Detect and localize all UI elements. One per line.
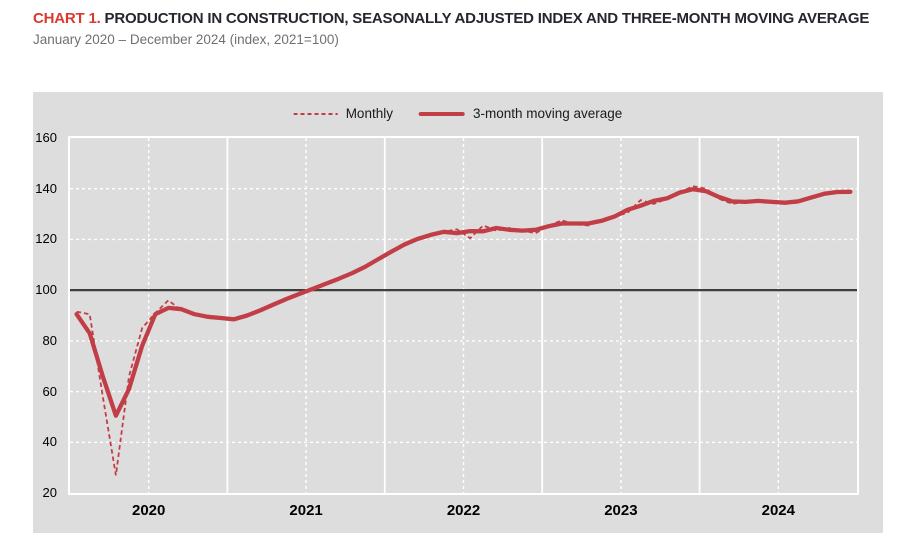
y-axis-tick-label: 60	[42, 383, 57, 399]
moving-average-series-line	[74, 187, 853, 418]
y-axis-tick-label: 140	[35, 180, 57, 196]
chart-legend: Monthly 3-month moving average	[293, 106, 623, 121]
x-axis-year-label: 2023	[604, 502, 638, 519]
y-axis-tick-label: 80	[42, 332, 57, 348]
chart-panel: Monthly 3-month moving average 20 40 60 80 1…	[33, 92, 883, 533]
y-axis-tick-label: 40	[42, 434, 57, 450]
legend-monthly-label: Monthly	[345, 106, 393, 121]
x-axis-year-label: 2022	[446, 502, 481, 519]
chart-title: PRODUCTION IN CONSTRUCTION, SEASONALLY A…	[104, 10, 870, 27]
x-axis-year-label: 2021	[289, 502, 323, 519]
dashed-line-sample-icon	[293, 112, 338, 115]
y-axis-tick-label: 100	[35, 282, 57, 298]
y-axis-tick-label: 120	[35, 231, 57, 247]
chart-header: CHART 1. PRODUCTION IN CONSTRUCTION, SEA…	[33, 10, 883, 48]
y-axis-tick-label: 20	[42, 485, 57, 500]
legend-moving-average-label: 3-month moving average	[472, 106, 623, 121]
x-axis-year-label: 2024	[761, 502, 795, 519]
legend-item-moving-average: 3-month moving average	[418, 106, 623, 121]
chart-plot	[68, 136, 859, 495]
chart-subtitle: January 2020 – December 2024 (index, 202…	[33, 32, 339, 47]
chart-title-line: CHART 1. PRODUCTION IN CONSTRUCTION, SEA…	[33, 10, 883, 28]
solid-line-sample-icon	[418, 111, 465, 116]
chart-number-label: CHART 1.	[33, 10, 101, 27]
y-axis-tick-label: 160	[35, 130, 57, 145]
legend-item-monthly: Monthly	[293, 106, 393, 121]
chart-plot-svg	[70, 138, 857, 493]
x-axis-year-label: 2020	[132, 502, 166, 519]
